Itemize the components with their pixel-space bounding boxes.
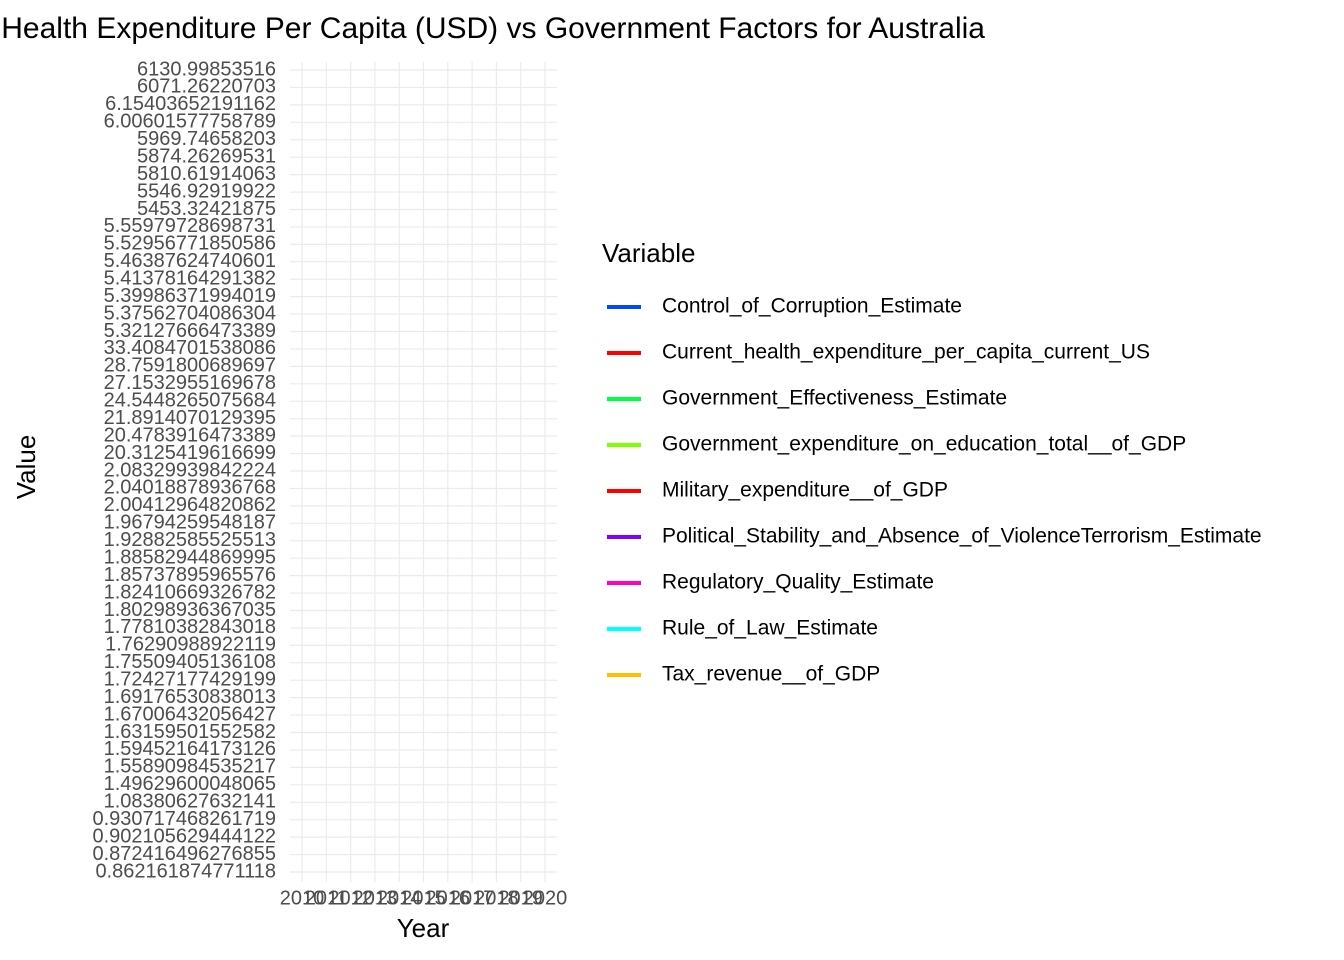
legend-label: Current_health_expenditure_per_capita_cu… [662,341,1150,364]
y-tick-label: 1.49629600048065 [104,773,276,795]
legend-label: Government_expenditure_on_education_tota… [662,433,1186,456]
x-tick-label: 2018 [474,887,519,909]
y-tick-label: 1.80298936367035 [104,599,276,621]
y-tick-label: 0.930717468261719 [92,808,276,830]
y-tick-label: 1.82410669326782 [104,581,276,603]
x-tick-label: 2012 [328,887,373,909]
y-tick-label: 27.1532955169678 [104,372,276,394]
y-tick-label: 2.04018878936768 [104,477,276,499]
x-tick-label: 2011 [305,887,348,909]
y-tick-label: 1.55890984535217 [104,756,276,778]
y-tick-label: 5.39986371994019 [104,285,276,307]
y-tick-label: 6.00601577758789 [104,111,276,133]
y-axis-title: Value [11,435,41,500]
legend-label: Control_of_Corruption_Estimate [662,295,962,318]
y-tick-label: 1.59452164173126 [104,738,276,760]
x-tick-label: 2010 [280,887,325,909]
y-tick-label: 20.4783916473389 [104,424,276,446]
y-tick-label: 5.46387624740601 [104,250,276,272]
y-tick-label: 5.41378164291382 [104,267,276,289]
y-tick-label: 5.55979728698731 [104,215,276,237]
y-tick-label: 0.872416496276855 [92,843,276,865]
x-tick-label: 2017 [450,887,495,909]
x-tick-label: 2015 [401,887,446,909]
y-tick-label: 6071.26220703 [137,76,276,98]
legend-label: Rule_of_Law_Estimate [662,617,878,640]
y-tick-label: 2.08329939842224 [104,459,276,481]
y-tick-label: 0.862161874771118 [95,860,276,882]
y-tick-label: 6.15403652191162 [105,93,276,115]
y-tick-label: 1.96794259548187 [104,512,276,534]
y-tick-label: 1.88582944869995 [104,546,276,568]
x-tick-label: 2020 [523,887,568,909]
legend-label: Political_Stability_and_Absence_of_Viole… [662,525,1262,548]
y-tick-label: 1.08380627632141 [104,791,276,813]
y-tick-label: 5810.61914063 [137,163,276,185]
y-tick-label: 21.8914070129395 [104,407,276,429]
x-tick-label: 2013 [353,887,398,909]
y-tick-label: 33.4084701538086 [104,337,276,359]
x-tick-label: 2014 [377,887,422,909]
y-tick-label: 0.902105629444122 [92,825,276,847]
y-tick-label: 1.92882585525513 [104,529,276,551]
y-tick-label: 1.76290988922119 [105,634,276,656]
y-tick-label: 5.37562704086304 [104,302,276,324]
y-tick-label: 24.5448265075684 [104,390,276,412]
y-tick-label: 5.32127666473389 [104,320,276,342]
y-tick-label: 1.75509405136108 [104,651,276,673]
y-tick-label: 1.69176530838013 [104,686,276,708]
y-tick-label: 5969.74658203 [137,128,276,150]
y-tick-label: 28.7591800689697 [104,355,276,377]
y-tick-label: 1.72427177429199 [104,668,276,690]
y-tick-label: 1.67006432056427 [104,703,276,725]
y-tick-label: 6130.99853516 [137,58,276,80]
y-tick-label: 5453.32421875 [137,198,276,220]
y-tick-label: 5874.26269531 [137,145,276,167]
legend-label: Regulatory_Quality_Estimate [662,571,934,594]
chart-title: Health Expenditure Per Capita (USD) vs G… [1,12,985,45]
y-tick-label: 2.00412964820862 [104,494,276,516]
y-tick-label: 20.3125419616699 [104,442,276,464]
legend-label: Government_Effectiveness_Estimate [662,387,1007,410]
legend-label: Military_expenditure__of_GDP [662,479,948,502]
y-tick-label: 5546.92919922 [137,180,276,202]
y-tick-label: 1.85737895965576 [104,564,276,586]
x-axis-title: Year [397,913,450,943]
legend-label: Tax_revenue__of_GDP [662,663,880,686]
x-tick-label: 2016 [426,887,471,909]
y-tick-label: 5.52956771850586 [104,233,276,255]
y-tick-label: 1.77810382843018 [104,616,276,638]
y-tick-label: 1.63159501552582 [104,721,276,743]
legend-title: Variable [602,238,695,268]
x-tick-label: 2019 [498,887,543,909]
